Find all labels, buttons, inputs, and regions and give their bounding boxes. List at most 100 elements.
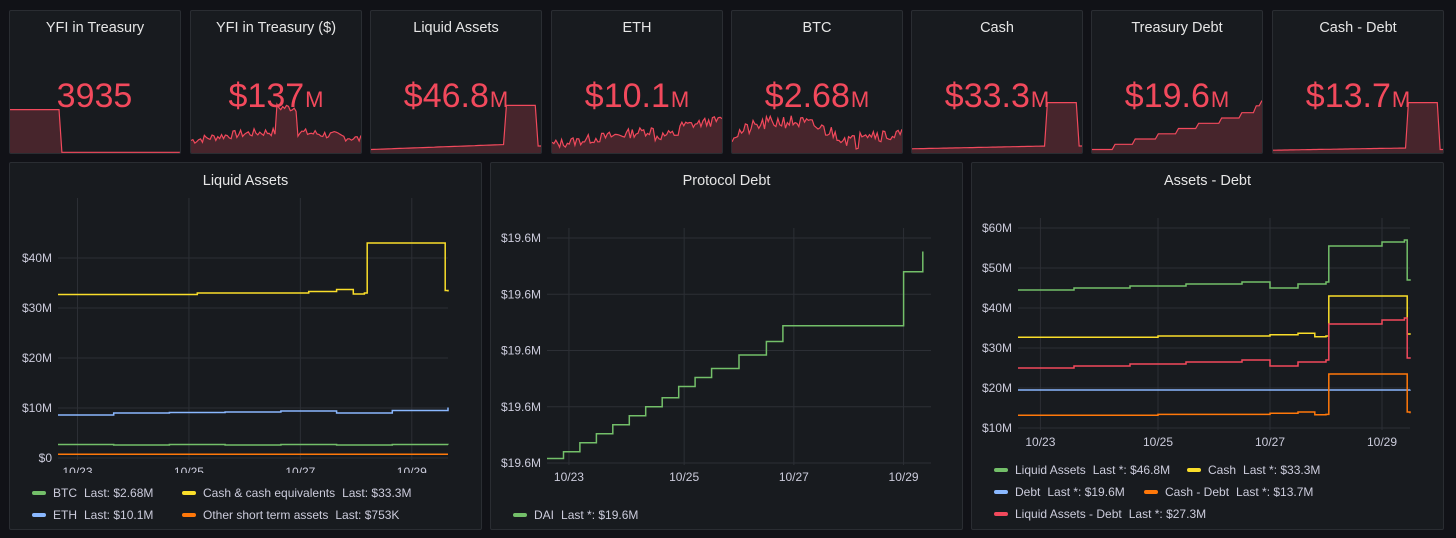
sparkline-area xyxy=(552,116,722,153)
stat-panel[interactable]: Cash - Debt $13.7M xyxy=(1272,10,1444,154)
assets-debt-panel[interactable]: Assets - Debt $10M $20M $30M $40M $50M $60M 10… xyxy=(971,162,1444,530)
series-line-dai[interactable] xyxy=(547,251,924,460)
legend-last: Last *: $27.3M xyxy=(1128,507,1207,521)
sparkline-line xyxy=(912,102,1082,150)
sparkline-line xyxy=(371,104,541,151)
legend-swatch xyxy=(32,491,46,495)
legend-last: Last *: $19.6M xyxy=(1047,485,1125,499)
stat-panel[interactable]: Treasury Debt $19.6M xyxy=(1091,10,1263,154)
y-tick-label: $30M xyxy=(22,301,52,315)
stat-title[interactable]: YFI in Treasury xyxy=(45,20,145,36)
y-tick-label: $19.6M xyxy=(501,344,541,358)
legend-label: BTC xyxy=(53,486,77,500)
stat-panel[interactable]: Cash $33.3M xyxy=(911,10,1083,154)
protocol-debt-panel[interactable]: Protocol Debt $19.6M $19.6M $19.6M $19.6M $1… xyxy=(490,162,963,530)
assets-debt-chart[interactable]: $10M $20M $30M $40M $50M $60M 10/23 10/25 10/27 1… xyxy=(972,163,1444,461)
liquid-assets-chart[interactable]: $0 $10M $20M $30M $40M 10/23 10/25 10/27 10/29 xyxy=(10,163,482,473)
legend-swatch xyxy=(994,512,1008,516)
sparkline-area xyxy=(1092,100,1262,153)
stat-title[interactable]: Liquid Assets xyxy=(413,20,499,36)
legend-last: Last: $2.68M xyxy=(84,486,154,500)
protocol-debt-chart[interactable]: $19.6M $19.6M $19.6M $19.6M $19.6M 10/23 10/25… xyxy=(491,163,963,503)
legend-item-liquid[interactable]: Liquid Assets Last *: $46.8M xyxy=(994,463,1177,477)
panel-title[interactable]: Liquid Assets xyxy=(202,173,289,189)
y-tick-label: $19.6M xyxy=(501,400,541,414)
stat-unit: M xyxy=(1210,87,1230,112)
stat-value: $13.7M xyxy=(1273,77,1443,116)
stat-panel[interactable]: ETH $10.1M xyxy=(551,10,723,154)
stat-title[interactable]: Cash - Debt xyxy=(1319,20,1397,36)
y-tick-label: $20M xyxy=(982,381,1012,395)
legend-swatch xyxy=(182,491,196,495)
panel-title[interactable]: Protocol Debt xyxy=(682,173,771,189)
y-tick-label: $10M xyxy=(982,421,1012,435)
x-tick-label: 10/23 xyxy=(554,470,584,484)
legend-swatch xyxy=(513,513,527,517)
panel-title[interactable]: Assets - Debt xyxy=(1163,173,1252,189)
stat-number: 3935 xyxy=(56,77,133,115)
y-tick-label: $40M xyxy=(982,301,1012,315)
legend-item-other[interactable]: Other short term assets Last: $753K xyxy=(182,508,399,522)
legend-item-liquid-debt[interactable]: Liquid Assets - Debt Last *: $27.3M xyxy=(994,507,1206,521)
sparkline xyxy=(552,115,722,153)
x-tick-label: 10/23 xyxy=(1025,435,1055,449)
sparkline-line xyxy=(191,102,361,144)
legend-swatch xyxy=(1144,490,1158,494)
legend-item-dai[interactable]: DAI Last *: $19.6M xyxy=(513,508,638,522)
sparkline xyxy=(371,104,541,153)
stat-unit: M xyxy=(850,87,870,112)
legend-item-eth[interactable]: ETH Last: $10.1M xyxy=(32,508,172,522)
stat-number: $10.1 xyxy=(584,77,670,115)
legend-item-cash[interactable]: Cash Last *: $33.3M xyxy=(1187,463,1320,477)
liquid-assets-panel[interactable]: Liquid Assets $0 $10M $20M $30M $40M 10/23 10/… xyxy=(9,162,482,530)
legend-item-cash-debt[interactable]: Cash - Debt Last *: $13.7M xyxy=(1144,485,1313,499)
series-line-liquid-assets-debt[interactable] xyxy=(1018,317,1411,369)
stat-unit: M xyxy=(1391,87,1411,112)
series-line-cash-cash-equivalents[interactable] xyxy=(58,242,449,296)
sparkline-area xyxy=(1273,102,1443,153)
stat-title[interactable]: YFI in Treasury ($) xyxy=(215,20,337,36)
stat-panel[interactable]: Liquid Assets $46.8M xyxy=(370,10,542,154)
legend: DAI Last *: $19.6M xyxy=(513,504,648,526)
legend-last: Last *: $33.3M xyxy=(1243,463,1321,477)
sparkline-area xyxy=(191,104,361,153)
stat-panel[interactable]: YFI in Treasury 3935 xyxy=(9,10,181,154)
stat-title[interactable]: ETH xyxy=(622,20,652,36)
stat-value: 3935 xyxy=(10,77,180,116)
legend-item-btc[interactable]: BTC Last: $2.68M xyxy=(32,486,172,500)
series-line-btc[interactable] xyxy=(58,443,449,446)
legend-item-cash[interactable]: Cash & cash equivalents Last: $33.3M xyxy=(182,486,411,500)
y-tick-label: $19.6M xyxy=(501,287,541,301)
stat-title[interactable]: BTC xyxy=(802,20,832,36)
stat-unit: M xyxy=(670,87,690,112)
series-line-cash-debt[interactable] xyxy=(1018,373,1411,416)
sparkline-line xyxy=(732,114,902,150)
sparkline xyxy=(10,109,180,153)
stat-title[interactable]: Cash xyxy=(980,20,1014,36)
stat-panel[interactable]: BTC $2.68M xyxy=(731,10,903,154)
sparkline xyxy=(1273,102,1443,153)
y-tick-label: $20M xyxy=(22,351,52,365)
legend: BTC Last: $2.68M Cash & cash equivalents L… xyxy=(32,482,421,526)
stat-title[interactable]: Treasury Debt xyxy=(1131,20,1223,36)
sparkline-area xyxy=(371,105,541,153)
series-line-liquid-assets[interactable] xyxy=(1018,239,1411,291)
stat-number: $13.7 xyxy=(1305,77,1391,115)
legend-last: Last: $753K xyxy=(335,508,400,522)
y-tick-label: $50M xyxy=(982,261,1012,275)
stat-value: $33.3M xyxy=(912,77,1082,116)
y-tick-label: $40M xyxy=(22,251,52,265)
series-line-eth[interactable] xyxy=(58,407,449,416)
legend-label: DAI xyxy=(534,508,555,522)
legend-item-debt[interactable]: Debt Last *: $19.6M xyxy=(994,485,1134,499)
stat-value: $10.1M xyxy=(552,77,722,116)
stat-value: $46.8M xyxy=(371,77,541,116)
x-tick-label: 10/25 xyxy=(669,470,699,484)
sparkline-area xyxy=(10,109,180,153)
x-tick-label: 10/25 xyxy=(1143,435,1173,449)
series-line-cash[interactable] xyxy=(1018,295,1411,338)
sparkline-line xyxy=(552,115,722,149)
legend-last: Last: $10.1M xyxy=(84,508,154,522)
sparkline-line xyxy=(1092,100,1262,151)
stat-panel[interactable]: YFI in Treasury ($) $137M xyxy=(190,10,362,154)
